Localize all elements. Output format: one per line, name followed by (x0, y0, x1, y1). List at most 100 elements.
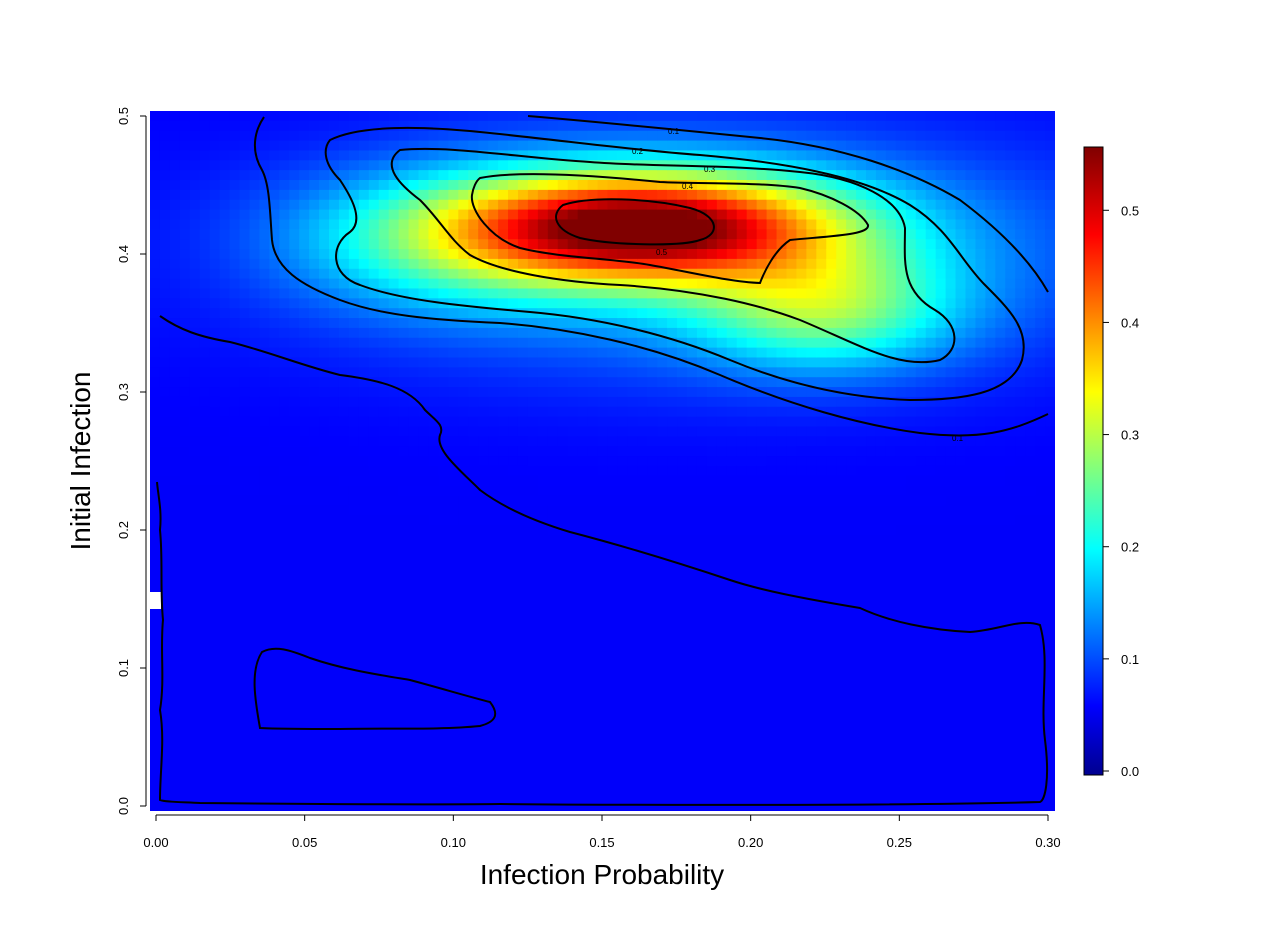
heatmap-cell (348, 534, 360, 546)
heatmap-cell (567, 653, 579, 664)
heatmap-cell (637, 801, 648, 811)
heatmap-cell (836, 416, 847, 428)
heatmap-cell (309, 712, 320, 723)
heatmap-cell (239, 130, 251, 142)
heatmap-cell (498, 406, 509, 418)
heatmap-cell (150, 396, 161, 408)
heatmap-cell (159, 367, 171, 378)
heatmap-cell (150, 732, 161, 743)
heatmap-cell (816, 564, 827, 575)
heatmap-cell (766, 544, 778, 556)
heatmap-cell (736, 436, 748, 447)
heatmap-cell (706, 357, 718, 368)
heatmap-cell (696, 426, 708, 437)
heatmap-cell (249, 180, 260, 191)
heatmap-cell (647, 485, 658, 497)
heatmap-cell (696, 199, 708, 211)
heatmap-cell (657, 318, 668, 329)
heatmap-cell (289, 465, 300, 477)
heatmap-cell (527, 574, 539, 585)
heatmap-cell (428, 229, 440, 240)
heatmap-cell (796, 416, 807, 428)
heatmap-cell (199, 594, 211, 605)
heatmap-cell (577, 771, 589, 783)
heatmap-cell (358, 732, 370, 743)
heatmap-cell (428, 416, 440, 428)
heatmap-cell (438, 377, 449, 388)
heatmap-cell (796, 643, 807, 654)
heatmap-cell (547, 712, 559, 723)
heatmap-cell (428, 387, 440, 398)
heatmap-cell (537, 623, 549, 635)
heatmap-cell (199, 367, 211, 378)
heatmap-cell (587, 544, 599, 556)
heatmap-cell (746, 465, 758, 477)
heatmap-cell (746, 219, 758, 230)
heatmap-cell (239, 140, 251, 152)
heatmap-cell (329, 633, 340, 644)
heatmap-cell (557, 682, 569, 694)
heatmap-cell (577, 130, 589, 142)
heatmap-cell (617, 298, 628, 309)
heatmap-cell (696, 436, 708, 447)
heatmap-cell (647, 268, 658, 280)
heatmap-cell (816, 377, 827, 388)
heatmap-cell (428, 288, 440, 299)
heatmap-cell (249, 505, 260, 516)
heatmap-cell (617, 544, 628, 556)
heatmap-cell (458, 120, 469, 132)
heatmap-cell (378, 426, 390, 437)
heatmap-cell (428, 663, 440, 674)
heatmap-cell (826, 249, 837, 260)
heatmap-cell (329, 692, 340, 704)
heatmap-cell (159, 436, 171, 447)
heatmap-cell (448, 249, 459, 260)
heatmap-cell (219, 751, 231, 763)
heatmap-cell (517, 111, 529, 122)
heatmap-cell (348, 712, 360, 723)
heatmap-cell (836, 170, 847, 181)
heatmap-cell (179, 308, 191, 319)
heatmap-cell (706, 140, 718, 152)
heatmap-cell (289, 672, 300, 684)
heatmap-cell (189, 712, 201, 723)
heatmap-cell (289, 268, 300, 280)
heatmap-cell (269, 150, 280, 161)
heatmap-cell (776, 633, 788, 644)
heatmap-cell (478, 327, 489, 339)
heatmap-cell (687, 801, 698, 811)
heatmap-cell (657, 475, 668, 487)
heatmap-cell (269, 505, 280, 516)
heatmap-cell (279, 160, 290, 171)
heatmap-cell (766, 732, 778, 743)
heatmap-cell (687, 643, 698, 654)
heatmap-cell (607, 298, 619, 309)
heatmap-cell (169, 189, 181, 201)
heatmap-cell (836, 682, 847, 694)
heatmap-cell (667, 554, 678, 566)
heatmap-cell (229, 544, 241, 556)
heatmap-cell (408, 229, 420, 240)
heatmap-cell (786, 189, 798, 201)
heatmap-cell (786, 288, 798, 299)
heatmap-cell (418, 456, 430, 467)
heatmap-cell (836, 288, 847, 299)
heatmap-cell (388, 781, 400, 792)
heatmap-cell (209, 446, 221, 457)
heatmap-cell (537, 327, 549, 339)
heatmap-cell (667, 741, 678, 753)
heatmap-cell (806, 584, 817, 595)
heatmap-cell (746, 357, 758, 368)
heatmap-cell (199, 653, 211, 664)
heatmap-cell (468, 347, 479, 359)
heatmap-cell (209, 120, 221, 132)
heatmap-cell (448, 505, 459, 516)
heatmap-cell (338, 229, 350, 240)
heatmap-cell (846, 377, 857, 388)
heatmap-cell (199, 446, 211, 457)
heatmap-cell (329, 387, 340, 398)
heatmap-cell (557, 544, 569, 556)
heatmap-cell (309, 396, 320, 408)
heatmap-cell (816, 505, 827, 516)
heatmap-cell (498, 544, 509, 556)
